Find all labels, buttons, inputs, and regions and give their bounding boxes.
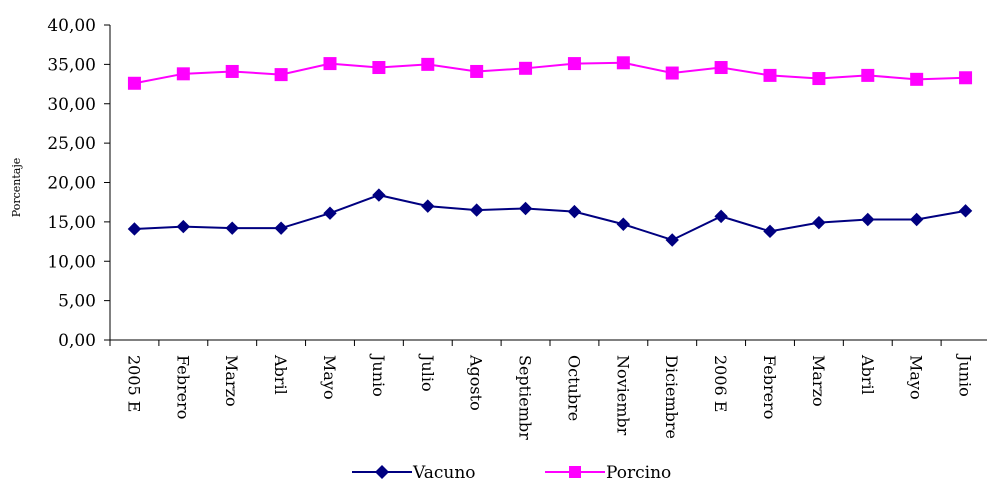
y-tick-label: 40,00 [47, 16, 96, 36]
y-tick-label: 30,00 [47, 95, 96, 115]
data-point-porcino [127, 76, 141, 90]
y-tick-label: 0,00 [58, 331, 96, 351]
data-point-porcino [470, 64, 484, 78]
data-point-porcino [176, 67, 190, 81]
data-point-vacuno [518, 201, 533, 216]
data-point-vacuno [616, 217, 631, 231]
x-axis: 2005 E Febrero Marzo Abril Mayo Junio Julio Ago… [109, 339, 987, 440]
data-point-vacuno [665, 233, 679, 247]
y-tick-label: 15,00 [47, 213, 96, 233]
x-tick-label: Agosto [467, 354, 486, 411]
data-point-porcino [763, 68, 777, 82]
x-tick-label: Febrero [173, 355, 192, 419]
legend-label-vacuno: Vacuno [412, 463, 476, 483]
data-point-porcino [323, 57, 337, 71]
y-tick-label: 25,00 [47, 134, 96, 154]
x-tick-label: Mayo [320, 355, 339, 400]
data-point-vacuno [372, 188, 386, 202]
data-point-vacuno [958, 204, 973, 218]
x-tick-label: Marzo [222, 355, 241, 407]
y-axis-label: Porcentaje [10, 158, 23, 218]
legend-item-porcino: Porcino [545, 463, 671, 483]
x-tick-label: Abril [858, 354, 877, 395]
data-point-porcino [519, 61, 533, 75]
data-point-vacuno [909, 212, 924, 227]
data-point-vacuno [176, 219, 191, 234]
legend-marker-porcino [569, 466, 581, 478]
data-point-porcino [665, 66, 679, 80]
legend: Vacuno Porcino [352, 463, 671, 483]
data-point-vacuno [763, 224, 777, 239]
data-point-porcino [714, 61, 728, 75]
data-point-porcino [372, 61, 386, 75]
x-tick-label: Septiembr [516, 355, 535, 440]
legend-item-vacuno: Vacuno [352, 463, 476, 483]
x-tick-label: Noviembr [613, 355, 632, 436]
data-point-vacuno [714, 209, 728, 224]
data-point-porcino [959, 71, 973, 85]
legend-label-porcino: Porcino [606, 463, 671, 483]
data-point-porcino [861, 68, 875, 82]
data-point-vacuno [861, 212, 875, 227]
data-point-vacuno [127, 222, 142, 236]
x-tick-label: Octubre [564, 355, 583, 421]
data-point-vacuno [567, 204, 582, 219]
data-point-vacuno [469, 203, 484, 217]
data-point-vacuno [274, 221, 288, 235]
y-tick-label: 35,00 [47, 55, 96, 75]
data-point-porcino [812, 72, 826, 86]
x-tick-label: 2006 E [711, 355, 730, 412]
x-tick-label: Diciembre [662, 355, 681, 439]
data-point-porcino [910, 72, 924, 86]
data-point-porcino [274, 68, 288, 82]
y-tick-label: 20,00 [47, 174, 96, 194]
data-point-vacuno [421, 199, 435, 213]
x-tick-label: Marzo [809, 355, 828, 407]
data-point-porcino [616, 56, 630, 70]
x-tick-label: Mayo [907, 355, 926, 400]
x-tick-label: 2005 E [124, 355, 143, 412]
data-point-porcino [567, 57, 581, 71]
series-line-porcino [134, 61, 966, 85]
data-point-porcino [421, 57, 435, 71]
x-tick-label: Junio [369, 353, 388, 397]
series-layer [127, 56, 973, 247]
y-axis: 0,00 5,00 10,00 15,00 20,00 25,00 30,00 35,00 40… [47, 16, 111, 351]
series-line-vacuno [134, 194, 966, 242]
series-vacuno [127, 188, 973, 247]
data-point-vacuno [225, 221, 239, 235]
x-tick-label: Junio [956, 353, 975, 397]
y-tick-label: 5,00 [58, 292, 96, 312]
data-point-vacuno [812, 215, 826, 230]
data-point-porcino [225, 64, 239, 78]
data-point-vacuno [323, 206, 337, 220]
x-tick-label: Febrero [760, 355, 779, 419]
legend-marker-vacuno [375, 465, 389, 479]
x-tick-label: Julio [418, 353, 437, 392]
y-tick-label: 10,00 [47, 252, 96, 272]
x-tick-label: Abril [271, 354, 290, 395]
series-porcino [127, 56, 973, 90]
